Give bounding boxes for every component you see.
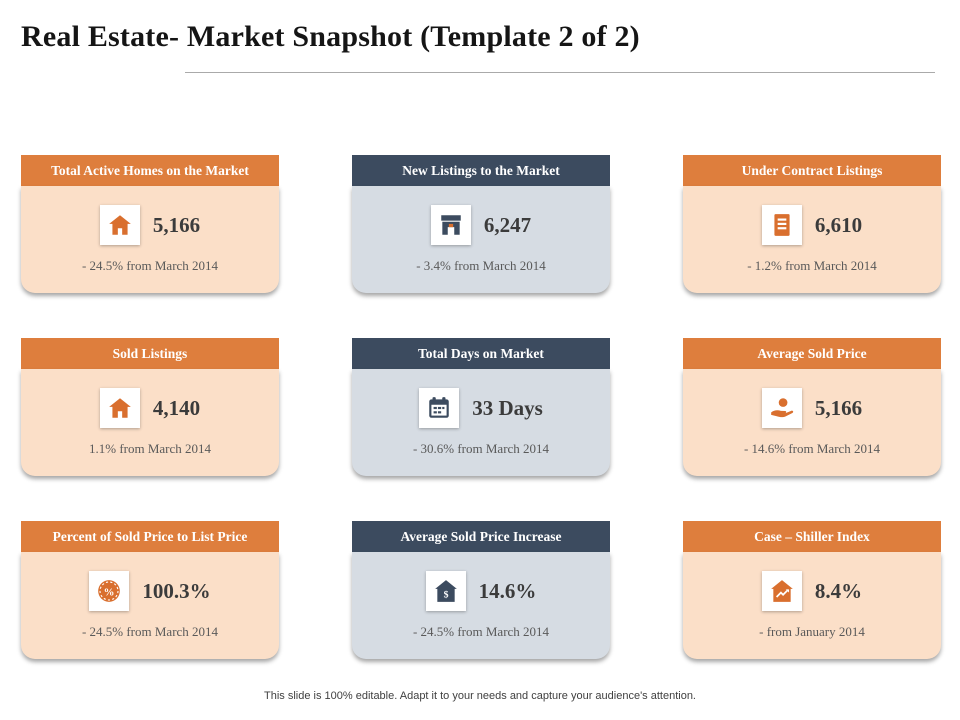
value-row: 8.4% (761, 571, 863, 611)
stat-caption: 1.1% from March 2014 (88, 441, 212, 456)
stat-card-title: Total Active Homes on the Market (21, 155, 279, 186)
stat-card-title: New Listings to the Market (352, 155, 610, 186)
stat-card-average-sold-price: Average Sold Price 5,166 - 14.6% from Ma… (683, 338, 941, 476)
document-icon (761, 205, 802, 245)
value-row: % 100.3% (89, 571, 211, 611)
stat-card-under-contract: Under Contract Listings 6,610 - 1.2% fro… (683, 155, 941, 293)
title-divider (185, 72, 935, 73)
stat-caption: - 24.5% from March 2014 (81, 624, 219, 639)
stat-card-body: 8.4% - from January 2014 (683, 552, 941, 659)
dollar-glyph: $ (443, 590, 448, 601)
stat-caption: - from January 2014 (759, 624, 865, 639)
value-row: 5,166 (761, 388, 863, 428)
value-row: 6,610 (761, 205, 863, 245)
stat-value: 33 Days (472, 395, 543, 420)
stat-value: 5,166 (814, 395, 863, 420)
footer-note: This slide is 100% editable. Adapt it to… (264, 690, 696, 702)
value-row: 5,166 (99, 205, 201, 245)
stat-card-body: 5,166 - 14.6% from March 2014 (683, 369, 941, 476)
value-row: 4,140 (99, 388, 201, 428)
slide-title: Real Estate- Market Snapshot (Template 2… (21, 20, 640, 53)
house-dollar-icon: $ (425, 571, 466, 611)
stat-caption: - 14.6% from March 2014 (743, 441, 881, 456)
stat-card-title: Under Contract Listings (683, 155, 941, 186)
stat-caption: - 24.5% from March 2014 (412, 624, 550, 639)
stat-value: 100.3% (142, 578, 211, 603)
percent-badge-icon: % (89, 571, 130, 611)
stat-value: 8.4% (814, 578, 863, 603)
stat-caption: - 24.5% from March 2014 (81, 258, 219, 273)
stat-card-sold-price-increase: Average Sold Price Increase $ 14.6% - 24… (352, 521, 610, 659)
stat-card-title: Average Sold Price Increase (352, 521, 610, 552)
stat-card-body: 6,610 - 1.2% from March 2014 (683, 186, 941, 293)
value-row: 33 Days (419, 388, 543, 428)
house-icon (99, 388, 140, 428)
stat-card-percent-sold-to-list: Percent of Sold Price to List Price % 10… (21, 521, 279, 659)
stat-card-total-days: Total Days on Market 33 (352, 338, 610, 476)
stat-card-body: $ 14.6% - 24.5% from March 2014 (352, 552, 610, 659)
stat-card-body: 4,140 1.1% from March 2014 (21, 369, 279, 476)
percent-glyph: % (104, 586, 115, 598)
stat-card-body: 33 Days - 30.6% from March 2014 (352, 369, 610, 476)
stat-card-case-shiller: Case – Shiller Index 8.4% - from January… (683, 521, 941, 659)
stat-value: 5,166 (152, 212, 201, 237)
stat-card-title: Average Sold Price (683, 338, 941, 369)
stat-card-body: 5,166 - 24.5% from March 2014 (21, 186, 279, 293)
stat-value: 4,140 (152, 395, 201, 420)
stat-card-grid: Total Active Homes on the Market 5,166 -… (21, 155, 941, 659)
storefront-icon (430, 205, 471, 245)
stat-caption: - 3.4% from March 2014 (416, 258, 546, 273)
stat-card-new-listings: New Listings to the Market 6,247 - 3.4% … (352, 155, 610, 293)
stat-card-sold-listings: Sold Listings 4,140 1.1% from March 2014 (21, 338, 279, 476)
stat-card-body: % 100.3% - 24.5% from March 2014 (21, 552, 279, 659)
stat-value: 6,610 (814, 212, 863, 237)
stat-value: 6,247 (483, 212, 532, 237)
house-icon (99, 205, 140, 245)
stat-card-body: 6,247 - 3.4% from March 2014 (352, 186, 610, 293)
stat-caption: - 30.6% from March 2014 (412, 441, 550, 456)
hand-coin-icon (761, 388, 802, 428)
house-growth-icon (761, 571, 802, 611)
stat-card-title: Case – Shiller Index (683, 521, 941, 552)
stat-caption: - 1.2% from March 2014 (747, 258, 877, 273)
stat-value: 14.6% (478, 578, 537, 603)
value-row: 6,247 (430, 205, 532, 245)
value-row: $ 14.6% (425, 571, 537, 611)
stat-card-title: Sold Listings (21, 338, 279, 369)
stat-card-title: Percent of Sold Price to List Price (21, 521, 279, 552)
stat-card-title: Total Days on Market (352, 338, 610, 369)
calendar-icon (419, 388, 460, 428)
stat-card-total-active-homes: Total Active Homes on the Market 5,166 -… (21, 155, 279, 293)
